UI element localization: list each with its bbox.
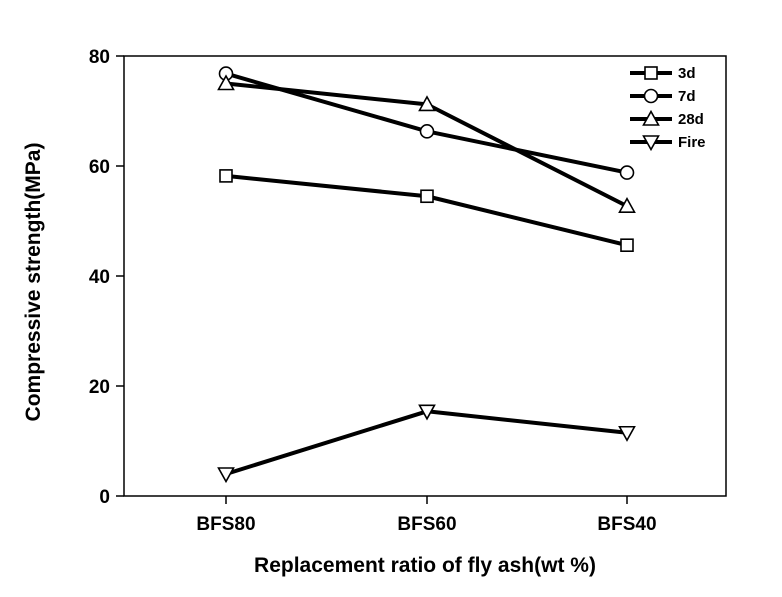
data-point-fire <box>418 404 436 421</box>
legend-entry: 28d <box>630 109 704 128</box>
legend-label: Fire <box>678 134 706 151</box>
y-tick-label: 40 <box>89 267 110 288</box>
data-point-28d <box>618 197 636 213</box>
series-line-3d <box>225 173 628 248</box>
y-tick-label: 60 <box>89 157 110 178</box>
legend-label: 7d <box>678 88 696 105</box>
series-line-fire <box>225 409 628 476</box>
data-point-fire <box>618 425 636 442</box>
data-point-3d <box>420 189 434 204</box>
data-point-7d <box>419 124 435 139</box>
x-axis-title: Replacement ratio of fly ash(wt %) <box>254 554 596 577</box>
y-axis-title: Compressive strength(MPa) <box>22 143 45 422</box>
legend-entry: 7d <box>630 88 696 105</box>
x-axis-ticks: BFS80 BFS60 BFS40 <box>196 496 657 535</box>
y-axis-ticks: 0 20 40 60 80 <box>89 47 124 508</box>
data-point-28d <box>418 95 436 112</box>
data-point-3d <box>219 169 233 183</box>
plot-frame <box>123 55 727 497</box>
legend-entry: 3d <box>630 65 696 82</box>
legend-marker <box>644 66 658 80</box>
series-fire <box>217 404 636 484</box>
x-tick-label: BFS80 <box>196 514 255 535</box>
series-layer <box>217 66 636 484</box>
data-point-fire <box>217 467 235 484</box>
x-tick-label: BFS60 <box>397 514 456 535</box>
legend-entry: Fire <box>630 134 706 152</box>
y-tick-label: 0 <box>99 487 110 508</box>
legend-label: 28d <box>678 111 704 128</box>
y-tick-label: 20 <box>89 377 110 398</box>
x-tick-label: BFS40 <box>597 514 656 535</box>
legend-marker <box>642 135 660 152</box>
series-7d <box>218 66 635 180</box>
data-point-28d <box>217 74 235 91</box>
legend-marker <box>643 88 659 104</box>
y-tick-label: 80 <box>89 47 110 68</box>
data-point-3d <box>620 238 634 252</box>
series-28d <box>217 74 636 213</box>
legend-label: 3d <box>678 65 696 82</box>
legend: 3d 7d 28d Fire <box>630 65 706 152</box>
data-point-7d <box>619 165 635 180</box>
series-3d <box>219 169 634 252</box>
legend-marker <box>642 109 660 126</box>
